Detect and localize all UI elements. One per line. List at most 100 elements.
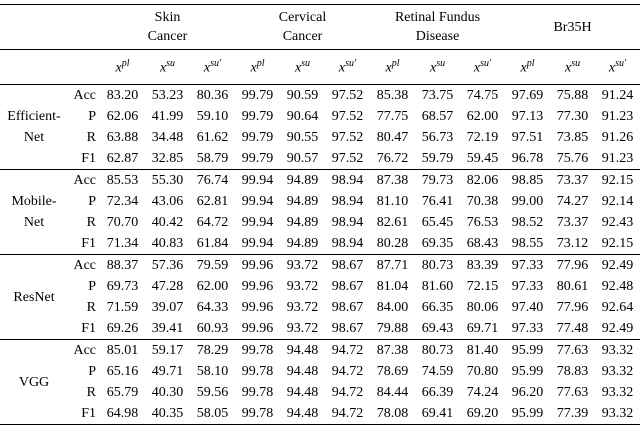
cell-value: 94.48	[286, 405, 319, 421]
cell-value: 56.73	[421, 129, 454, 145]
cell-value: 98.94	[331, 172, 364, 188]
sub-header: xpl	[100, 50, 145, 85]
metric-row: VGG Acc 85.01 59.17 78.29 99.78 94.48 94.72 87.3…	[0, 340, 640, 390]
cell-value: 99.79	[241, 129, 274, 145]
model-block: Efficient- Net Acc 83.20 53.23 80.36 99.79 90.5…	[0, 85, 640, 170]
cell-value: 69.35	[421, 235, 454, 251]
cell-value: 91.26	[601, 129, 634, 145]
cell-value: 49.71	[151, 363, 184, 379]
sub-header: xsu′	[595, 50, 640, 85]
group-header-line: Disease	[415, 29, 460, 44]
metric-row: P 72.34 43.06 62.81 99.94 94.89 98.94 81.10 76.4…	[0, 191, 640, 212]
cell-value: 84.00	[376, 299, 409, 315]
cell-value: 94.72	[331, 342, 364, 358]
cell-value: 80.36	[196, 87, 229, 103]
cell-value: 59.79	[421, 150, 454, 166]
group-header: Br35H	[505, 5, 640, 50]
cell-value: 93.72	[286, 278, 319, 294]
group-header-line: Cervical	[278, 10, 327, 25]
sub-header: xsu′	[325, 50, 370, 85]
cell-value: 76.53	[466, 214, 499, 230]
cell-value: 61.84	[196, 235, 229, 251]
cell-value: 75.76	[556, 150, 589, 166]
cell-value: 40.35	[151, 405, 184, 421]
cell-value: 69.71	[466, 320, 499, 336]
cell-value: 99.78	[241, 342, 274, 358]
cell-value: 96.78	[511, 150, 544, 166]
metric-name: Acc	[73, 87, 96, 103]
cell-value: 79.88	[376, 320, 409, 336]
cell-value: 93.32	[601, 363, 634, 379]
cell-value: 94.89	[286, 235, 319, 251]
cell-value: 97.69	[511, 87, 544, 103]
cell-value: 59.56	[196, 384, 229, 400]
cell-value: 73.37	[556, 172, 589, 188]
sub-header: xsu′	[460, 50, 505, 85]
cell-value: 98.94	[331, 193, 364, 209]
cell-value: 80.28	[376, 235, 409, 251]
model-name-line: Net	[23, 130, 45, 145]
cell-value: 78.69	[376, 363, 409, 379]
cell-value: 96.20	[511, 384, 544, 400]
cell-value: 47.28	[151, 278, 184, 294]
metric-name: Acc	[73, 257, 96, 273]
cell-value: 65.45	[421, 214, 454, 230]
cell-value: 77.63	[556, 342, 589, 358]
cell-value: 77.39	[556, 405, 589, 421]
metric-name: R	[86, 214, 96, 230]
cell-value: 94.72	[331, 363, 364, 379]
cell-value: 98.67	[331, 299, 364, 315]
cell-value: 32.85	[151, 150, 184, 166]
cell-value: 69.26	[106, 320, 139, 336]
cell-value: 94.48	[286, 342, 319, 358]
group-header-line: Cancer	[282, 29, 323, 44]
cell-value: 97.13	[511, 108, 544, 124]
cell-value: 98.94	[331, 214, 364, 230]
cell-value: 62.87	[106, 150, 139, 166]
sub-header-base: x	[473, 60, 481, 76]
cell-value: 94.48	[286, 363, 319, 379]
cell-value: 92.15	[601, 172, 634, 188]
cell-value: 93.32	[601, 342, 634, 358]
cell-value: 72.15	[466, 278, 499, 294]
metric-row: Efficient- Net Acc 83.20 53.23 80.36 99.79 90.5…	[0, 85, 640, 146]
cell-value: 99.96	[241, 299, 274, 315]
cell-value: 59.17	[151, 342, 184, 358]
cell-value: 73.12	[556, 235, 589, 251]
cell-value: 77.63	[556, 384, 589, 400]
sub-header: xpl	[505, 50, 550, 85]
sub-header-base: x	[115, 60, 122, 76]
cell-value: 80.73	[421, 257, 454, 273]
cell-value: 62.06	[106, 108, 139, 124]
metric-name: Acc	[73, 342, 96, 358]
sub-header: xsu	[415, 50, 460, 85]
cell-value: 77.75	[376, 108, 409, 124]
cell-value: 97.33	[511, 257, 544, 273]
model-name-line: VGG	[18, 374, 50, 390]
sub-header-sup: su	[166, 57, 176, 69]
cell-value: 77.48	[556, 320, 589, 336]
cell-value: 40.30	[151, 384, 184, 400]
model-name: Efficient- Net	[0, 85, 68, 170]
cell-value: 73.37	[556, 214, 589, 230]
cell-value: 69.73	[106, 278, 139, 294]
sub-header-sup: su′	[480, 57, 492, 69]
cell-value: 98.55	[511, 235, 544, 251]
cell-value: 65.16	[106, 363, 139, 379]
cell-value: 99.94	[241, 172, 274, 188]
sub-header-sup: pl	[121, 57, 130, 69]
metric-name: R	[86, 129, 96, 145]
sub-header: xsu′	[190, 50, 235, 85]
corner	[0, 5, 100, 50]
cell-value: 95.99	[511, 342, 544, 358]
cell-value: 94.89	[286, 193, 319, 209]
cell-value: 95.99	[511, 405, 544, 421]
cell-value: 97.52	[331, 108, 364, 124]
cell-value: 81.04	[376, 278, 409, 294]
model-name-line: Efficient-	[7, 109, 61, 124]
cell-value: 92.49	[601, 257, 634, 273]
cell-value: 99.96	[241, 320, 274, 336]
sub-header-base: x	[250, 60, 257, 76]
group-header: Skin Cancer	[100, 5, 235, 50]
cell-value: 94.48	[286, 384, 319, 400]
